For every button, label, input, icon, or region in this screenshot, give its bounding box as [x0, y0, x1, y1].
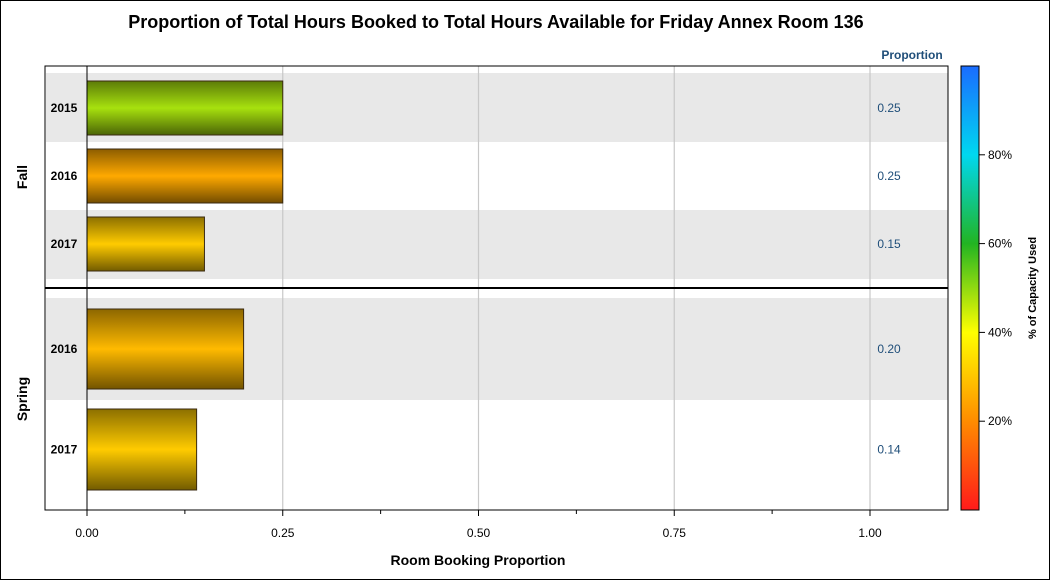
category-label: 2017: [51, 237, 78, 251]
category-label: 2016: [51, 169, 78, 183]
value-label: 0.15: [877, 237, 901, 251]
value-column-header: Proportion: [881, 48, 942, 62]
bar-spring-2016: [86, 308, 245, 390]
bar-shading: [86, 148, 284, 204]
bar-shading: [86, 216, 205, 272]
x-axis: 0.00 0.25 0.50 0.75 1.00 Room Booking Proport…: [75, 510, 882, 568]
bar-shading: [86, 80, 284, 136]
x-axis-title: Room Booking Proportion: [391, 552, 566, 568]
value-label: 0.25: [877, 169, 901, 183]
colorbar-ramp: [960, 65, 980, 511]
value-label: 0.14: [877, 443, 901, 457]
bar-fall-2016: [86, 148, 284, 204]
x-tick-label: 1.00: [858, 526, 882, 540]
bar-shading: [86, 408, 198, 491]
x-tick-label: 0.75: [663, 526, 687, 540]
bars: [86, 80, 284, 491]
x-tick-label: 0.00: [75, 526, 99, 540]
colorbar: 20% 40% 60% 80% % of Capacity Used: [960, 65, 1039, 511]
bar-fall-2017: [86, 216, 205, 272]
x-tick-label: 0.50: [467, 526, 491, 540]
plot-frame: [44, 65, 949, 511]
category-label: 2016: [51, 342, 78, 356]
colorbar-tick-label: 20%: [988, 414, 1012, 428]
bar-fall-2015: [86, 80, 284, 136]
category-label: 2015: [51, 101, 78, 115]
value-label: 0.25: [877, 101, 901, 115]
chart-title: Proportion of Total Hours Booked to Tota…: [128, 12, 863, 32]
value-label: 0.20: [877, 342, 901, 356]
group-label-fall: Fall: [14, 165, 30, 189]
group-label-spring: Spring: [14, 377, 30, 421]
category-label: 2017: [51, 443, 78, 457]
colorbar-tick-label: 40%: [988, 325, 1012, 339]
colorbar-tick-label: 80%: [988, 148, 1012, 162]
labels: 2015 0.25 2016 0.25 2017 0.15 Fall 2016 0.20 2017…: [14, 101, 901, 457]
colorbar-tick-label: 60%: [988, 237, 1012, 251]
bar-spring-2017: [86, 408, 198, 491]
colorbar-title: % of Capacity Used: [1027, 237, 1039, 339]
bar-shading: [86, 308, 245, 390]
x-tick-label: 0.25: [271, 526, 295, 540]
